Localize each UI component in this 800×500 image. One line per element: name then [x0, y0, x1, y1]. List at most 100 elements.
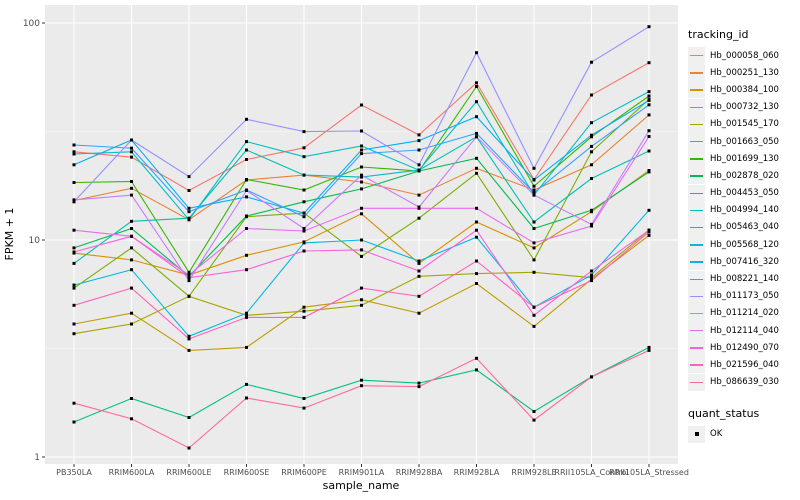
gridlines: [45, 5, 678, 464]
data-point-marker: [590, 224, 593, 228]
data-point-marker: [360, 173, 363, 177]
data-point-marker: [245, 158, 248, 161]
data-point-marker: [302, 397, 306, 400]
line-swatch-icon: [690, 89, 703, 91]
legend-key-swatch: [688, 98, 705, 116]
data-point-marker: [647, 230, 651, 234]
legend-entry-label: Hb_000058_060: [710, 50, 779, 61]
legend-key-swatch: [688, 184, 705, 202]
legend-entry-Hb_007416_320: Hb_007416_320: [688, 253, 798, 271]
data-point-marker: [532, 184, 536, 188]
data-point-marker: [302, 146, 306, 150]
data-point-marker: [417, 206, 421, 210]
legend-key-swatch: [688, 47, 705, 65]
data-point-marker: [590, 375, 593, 379]
data-point-marker: [130, 397, 133, 400]
data-point-marker: [72, 283, 76, 287]
legend-entry-Hb_004453_050: Hb_004453_050: [688, 184, 798, 202]
legend-key-swatch: [688, 356, 705, 374]
tracking-id-entries: Hb_000058_060 Hb_000251_130 Hb_000384_100 H…: [688, 47, 798, 391]
x-tick-label: RRII105LA_Control: [554, 468, 628, 477]
legend-entry-Hb_000058_060: Hb_000058_060: [688, 47, 798, 65]
data-point-marker: [532, 178, 536, 182]
quant-status-key: [688, 425, 705, 443]
data-point-marker: [72, 420, 76, 424]
data-point-marker: [417, 311, 421, 315]
legend-key-swatch: [688, 304, 705, 322]
legend-key-swatch: [688, 201, 705, 219]
legend-entry-Hb_000732_130: Hb_000732_130: [688, 98, 798, 116]
legend-entry-Hb_001545_170: Hb_001545_170: [688, 115, 798, 133]
data-point-marker: [245, 178, 248, 181]
data-point-marker: [302, 406, 306, 410]
data-point-marker: [245, 311, 248, 315]
legend-key-swatch: [688, 339, 705, 357]
data-point-marker: [590, 273, 593, 277]
data-point-marker: [417, 139, 421, 143]
legend-key-swatch: [688, 218, 705, 236]
data-point-marker: [360, 238, 363, 242]
line-swatch-icon: [690, 244, 703, 246]
data-point-marker: [360, 148, 363, 152]
legend-entry-label: Hb_002878_020: [710, 170, 779, 181]
legend-entry-label: Hb_086639_030: [710, 377, 779, 388]
data-point-marker: [187, 206, 191, 210]
data-point-marker: [360, 286, 363, 290]
y-tick-label-1: 1: [34, 453, 40, 463]
data-point-marker: [72, 198, 76, 202]
data-point-marker: [532, 270, 536, 274]
legend-entry-Hb_012490_070: Hb_012490_070: [688, 339, 798, 357]
data-point-marker: [72, 332, 76, 336]
data-point-marker: [360, 144, 363, 148]
data-point-marker: [647, 129, 651, 133]
data-point-marker: [245, 313, 248, 317]
data-point-marker: [187, 189, 191, 192]
axis-ticks: [42, 22, 650, 467]
data-point-marker: [72, 322, 76, 326]
data-point-marker: [417, 259, 421, 263]
data-point-marker: [417, 274, 421, 278]
data-point-marker: [590, 269, 593, 273]
x-axis-title: sample_name: [323, 479, 400, 492]
data-point-marker: [417, 385, 421, 389]
data-point-marker: [590, 144, 593, 148]
data-point-marker: [360, 129, 363, 133]
x-tick-label: RRIM600PE: [281, 468, 327, 477]
data-point-marker: [187, 294, 191, 298]
data-point-marker: [72, 150, 76, 154]
data-point-marker: [647, 61, 651, 65]
quant-status-label: OK: [710, 429, 723, 440]
data-point-marker: [475, 100, 478, 104]
data-point-marker: [130, 268, 133, 272]
data-point-marker: [417, 381, 421, 385]
legend-entry-Hb_001699_130: Hb_001699_130: [688, 150, 798, 168]
x-tick-label: RRIM600SE: [224, 468, 270, 477]
data-point-marker: [245, 214, 248, 218]
data-point-marker: [130, 180, 133, 183]
data-point-marker: [360, 248, 363, 252]
data-point-marker: [475, 131, 478, 135]
data-point-marker: [475, 235, 478, 239]
data-point-marker: [130, 193, 133, 197]
data-point-marker: [245, 189, 248, 192]
data-point-marker: [187, 218, 191, 222]
legend-key-swatch: [688, 64, 705, 82]
data-point-marker: [532, 241, 536, 245]
legend-entry-Hb_005568_120: Hb_005568_120: [688, 236, 798, 254]
data-point-marker: [417, 269, 421, 273]
legend-entry-label: Hb_004994_140: [710, 205, 779, 216]
data-point-marker: [302, 173, 306, 177]
data-point-marker: [475, 51, 478, 55]
y-axis-title: FPKM + 1: [3, 208, 16, 261]
data-point-marker: [130, 417, 133, 421]
legend-key-swatch: [688, 167, 705, 185]
data-point-marker: [130, 150, 133, 154]
data-point-marker: [360, 378, 363, 382]
data-point-marker: [245, 253, 248, 257]
data-point-marker: [590, 135, 593, 139]
data-point-marker: [302, 188, 306, 192]
data-point-marker: [647, 113, 651, 117]
data-point-marker: [187, 446, 191, 450]
data-point-marker: [245, 140, 248, 144]
